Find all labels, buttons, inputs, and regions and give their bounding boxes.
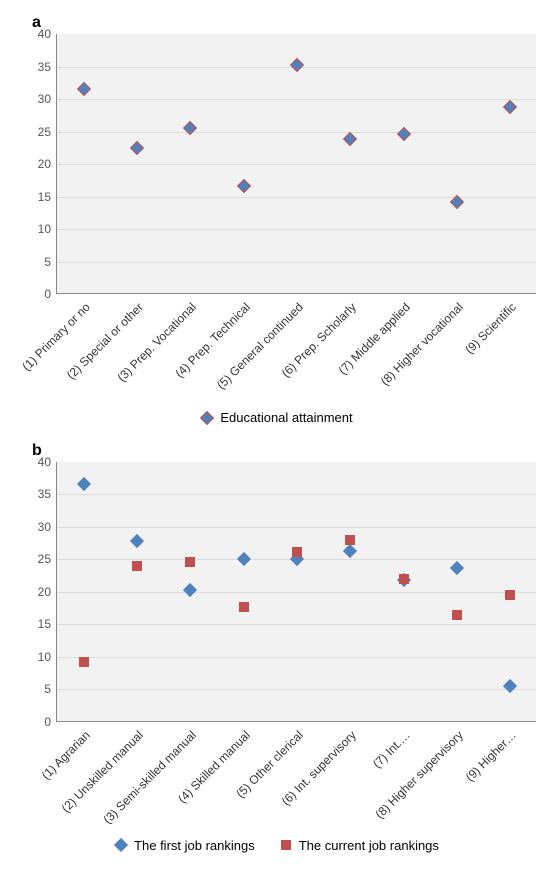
x-tick-label: (9) Scientific	[463, 300, 520, 357]
diamond-icon	[450, 561, 464, 575]
gridline	[57, 494, 536, 495]
legend-label: The current job rankings	[299, 838, 439, 853]
y-tick-label: 15	[38, 617, 57, 631]
y-tick-label: 35	[38, 60, 57, 74]
y-tick-label: 30	[38, 520, 57, 534]
gridline	[57, 262, 536, 263]
diamond-icon	[503, 100, 517, 114]
legend-label: Educational attainment	[220, 410, 352, 425]
square-icon	[185, 557, 195, 567]
plot-area-a: 0510152025303540	[56, 34, 536, 294]
diamond-icon	[290, 58, 304, 72]
y-tick-label: 5	[44, 255, 57, 269]
gridline	[57, 99, 536, 100]
diamond-icon	[397, 127, 411, 141]
gridline	[57, 624, 536, 625]
diamond-icon	[183, 582, 197, 596]
x-tick-label: (1) Agrarian	[38, 728, 92, 782]
page: a 0510152025303540 (1) Primary or no(2) …	[0, 0, 553, 879]
square-icon	[345, 535, 355, 545]
y-tick-label: 25	[38, 125, 57, 139]
diamond-icon	[200, 411, 214, 425]
square-icon	[505, 590, 515, 600]
gridline	[57, 229, 536, 230]
gridline	[57, 689, 536, 690]
diamond-icon	[77, 82, 91, 96]
legend-b: The first job rankings The current job ra…	[10, 838, 543, 856]
chart-b: 0510152025303540 (1) Agrarian(2) Unskill…	[10, 462, 543, 832]
y-tick-label: 5	[44, 682, 57, 696]
square-icon	[292, 547, 302, 557]
legend-label: The first job rankings	[134, 838, 255, 853]
diamond-icon	[130, 141, 144, 155]
legend-item: Educational attainment	[200, 410, 352, 425]
diamond-icon	[130, 534, 144, 548]
diamond-icon	[77, 477, 91, 491]
x-axis-labels-a: (1) Primary or no(2) Special or other(3)…	[56, 294, 536, 404]
diamond-icon	[237, 179, 251, 193]
y-tick-label: 35	[38, 487, 57, 501]
y-tick-label: 40	[38, 455, 57, 469]
legend-item: The current job rankings	[279, 838, 439, 853]
y-tick-label: 40	[38, 27, 57, 41]
x-tick-label: (3) Semi-skilled manual	[101, 728, 200, 827]
gridline	[57, 592, 536, 593]
gridline	[57, 132, 536, 133]
y-tick-label: 20	[38, 157, 57, 171]
x-axis-labels-b: (1) Agrarian(2) Unskilled manual(3) Semi…	[56, 722, 536, 832]
panel-label-b: b	[32, 442, 543, 460]
y-tick-label: 25	[38, 552, 57, 566]
diamond-icon	[343, 543, 357, 557]
legend-a: Educational attainment	[10, 410, 543, 428]
gridline	[57, 527, 536, 528]
square-icon	[79, 657, 89, 667]
y-tick-label: 15	[38, 190, 57, 204]
x-tick-label: (7) Int.…	[370, 728, 413, 771]
x-tick-label: (9) Higher…	[463, 728, 519, 784]
diamond-icon	[503, 679, 517, 693]
panel-label-a: a	[32, 14, 543, 32]
square-icon	[239, 602, 249, 612]
gridline	[57, 657, 536, 658]
diamond-icon	[114, 838, 128, 852]
chart-a: 0510152025303540 (1) Primary or no(2) Sp…	[10, 34, 543, 404]
y-tick-label: 10	[38, 650, 57, 664]
gridline	[57, 164, 536, 165]
x-tick-label: (8) Higher supervisory	[373, 728, 466, 821]
diamond-icon	[183, 121, 197, 135]
square-icon	[452, 610, 462, 620]
y-tick-label: 20	[38, 585, 57, 599]
diamond-icon	[237, 552, 251, 566]
y-tick-label: 30	[38, 92, 57, 106]
legend-item: The first job rankings	[114, 838, 255, 853]
diamond-icon	[343, 132, 357, 146]
square-icon	[279, 838, 293, 852]
plot-area-b: 0510152025303540	[56, 462, 536, 722]
y-tick-label: 10	[38, 222, 57, 236]
square-icon	[132, 561, 142, 571]
gridline	[57, 197, 536, 198]
square-icon	[399, 574, 409, 584]
